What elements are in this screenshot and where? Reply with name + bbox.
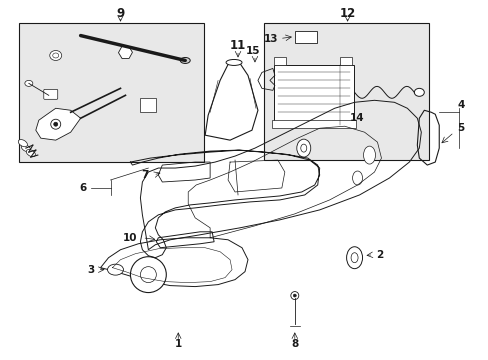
- Ellipse shape: [352, 171, 362, 185]
- Polygon shape: [36, 108, 81, 140]
- Text: 8: 8: [290, 339, 298, 349]
- Bar: [271, 120, 355, 128]
- Text: 14: 14: [349, 113, 364, 123]
- Ellipse shape: [53, 53, 59, 58]
- Ellipse shape: [346, 247, 362, 269]
- Ellipse shape: [363, 146, 375, 164]
- Text: 10: 10: [123, 233, 138, 243]
- Ellipse shape: [18, 140, 27, 147]
- Circle shape: [290, 292, 298, 300]
- Ellipse shape: [300, 144, 306, 152]
- Ellipse shape: [413, 88, 424, 96]
- FancyBboxPatch shape: [294, 31, 316, 42]
- Text: 2: 2: [375, 250, 382, 260]
- Text: 6: 6: [79, 183, 86, 193]
- Ellipse shape: [350, 253, 357, 263]
- Bar: [339, 58, 351, 66]
- Text: 13: 13: [263, 33, 277, 44]
- Circle shape: [293, 294, 296, 297]
- Text: 12: 12: [339, 7, 355, 20]
- Circle shape: [130, 257, 166, 293]
- Ellipse shape: [180, 58, 190, 63]
- Text: 9: 9: [116, 7, 124, 20]
- FancyBboxPatch shape: [273, 66, 353, 125]
- Circle shape: [51, 119, 61, 129]
- Ellipse shape: [50, 50, 61, 60]
- Text: 5: 5: [457, 123, 464, 133]
- Bar: [19, 23, 203, 162]
- FancyBboxPatch shape: [44, 89, 58, 99]
- Bar: [264, 23, 428, 160]
- Text: 4: 4: [457, 100, 464, 110]
- Bar: [273, 58, 285, 66]
- Text: 1: 1: [174, 339, 182, 349]
- Circle shape: [140, 267, 156, 283]
- Ellipse shape: [107, 264, 123, 275]
- Text: 7: 7: [141, 170, 148, 180]
- Ellipse shape: [225, 59, 242, 66]
- Ellipse shape: [25, 80, 33, 86]
- Ellipse shape: [26, 149, 35, 157]
- Text: 15: 15: [245, 45, 260, 55]
- Text: 11: 11: [229, 39, 245, 52]
- FancyBboxPatch shape: [140, 98, 156, 112]
- Circle shape: [54, 122, 58, 126]
- Ellipse shape: [21, 144, 30, 152]
- Text: 3: 3: [87, 265, 94, 275]
- Ellipse shape: [296, 139, 310, 157]
